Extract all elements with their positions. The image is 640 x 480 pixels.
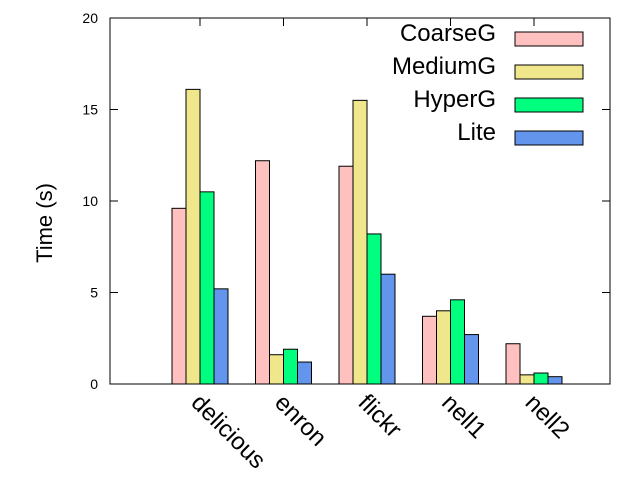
y-tick-label: 5	[90, 285, 98, 301]
bar-coarseg-nell1	[422, 315, 437, 385]
bar-hyperg-nell2	[533, 372, 549, 385]
legend-label-coarseg: CoarseG	[400, 20, 496, 47]
y-tick-label: 15	[82, 102, 98, 118]
bar-mediumg-enron	[269, 354, 284, 385]
y-tick-label: 20	[82, 10, 98, 26]
legend-swatch-lite	[514, 130, 584, 146]
bar-hyperg-flickr	[366, 233, 382, 385]
y-tick-label: 0	[90, 376, 98, 392]
x-tick-label-nell1: nell1	[436, 389, 491, 444]
bar-lite-nell2	[547, 376, 563, 385]
x-tick-label-delicious: delicious	[186, 389, 271, 474]
bar-mediumg-delicious	[185, 88, 201, 385]
legend-swatch-coarseg	[514, 31, 584, 47]
bar-coarseg-delicious	[171, 207, 187, 385]
legend-swatch-hyperg	[514, 97, 584, 113]
legend-label-hyperg: HyperG	[413, 86, 496, 113]
bar-hyperg-nell1	[450, 299, 465, 385]
bar-hyperg-delicious	[199, 191, 215, 385]
bar-coarseg-enron	[255, 160, 270, 385]
bar-coarseg-flickr	[338, 165, 354, 385]
x-tick-label-enron: enron	[269, 389, 332, 452]
legend-label-mediumg: MediumG	[392, 53, 496, 80]
bar-lite-flickr	[380, 273, 396, 385]
bar-coarseg-nell2	[505, 343, 521, 385]
bar-mediumg-flickr	[352, 99, 368, 385]
bar-lite-delicious	[213, 288, 229, 385]
y-tick-label: 10	[82, 193, 98, 209]
y-axis-title: Time (s)	[32, 183, 57, 263]
bar-lite-enron	[297, 361, 312, 385]
legend-label-lite: Lite	[457, 119, 496, 146]
bar-mediumg-nell2	[519, 374, 535, 385]
bar-hyperg-enron	[283, 348, 298, 385]
x-tick-label-flickr: flickr	[353, 389, 407, 443]
x-tick-label-nell2: nell2	[520, 389, 575, 444]
legend-swatch-mediumg	[514, 64, 584, 80]
bar-lite-nell1	[464, 334, 479, 385]
bar-mediumg-nell1	[436, 310, 451, 385]
